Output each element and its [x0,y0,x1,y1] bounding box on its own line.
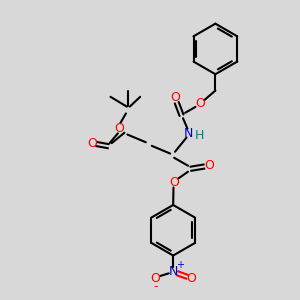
Text: -: - [153,280,158,293]
Text: O: O [150,272,160,285]
Text: O: O [195,98,205,110]
Text: N: N [184,127,194,140]
Text: O: O [204,159,214,172]
Text: N: N [169,266,178,278]
Text: O: O [87,137,97,150]
Text: O: O [169,176,179,189]
Text: H: H [195,129,204,142]
Text: +: + [176,260,184,270]
Text: O: O [187,272,196,285]
Text: O: O [114,122,124,135]
Text: O: O [170,92,180,104]
